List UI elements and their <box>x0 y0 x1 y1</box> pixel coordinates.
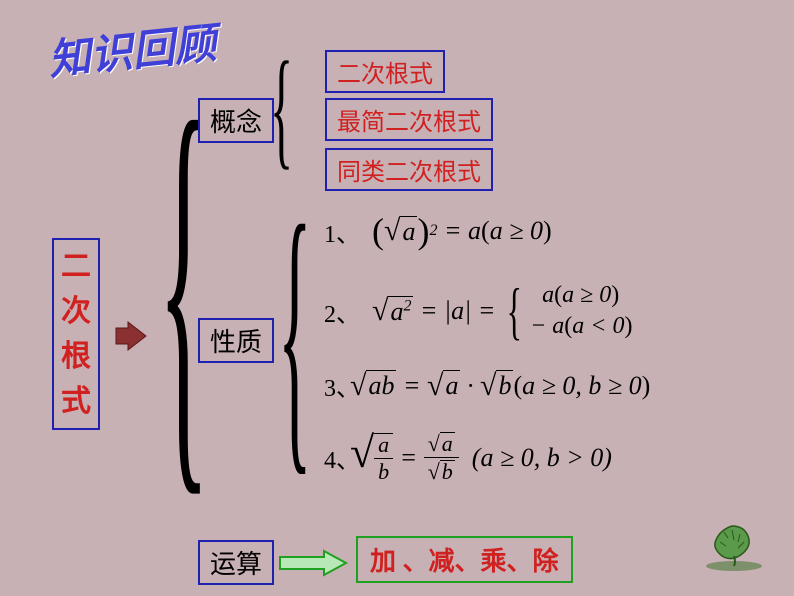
formula-4: 4、 √ a b = √a √b (a ≥ 0, b > 0) <box>324 432 612 483</box>
concept-label: 概念 <box>198 98 274 143</box>
concept-item-3: 同类二次根式 <box>325 148 493 191</box>
arrow-green-icon <box>278 548 350 578</box>
formula-4-num: 4、 <box>324 440 338 475</box>
topic-box: 二 次 根 式 <box>52 238 100 430</box>
concept-item-1: 二次根式 <box>325 50 445 93</box>
formula-2-num: 2、 <box>324 294 360 329</box>
formula-1: 1、 ( √a )2 = a (a ≥ 0) <box>324 210 552 252</box>
topic-char-2: 次 <box>61 289 91 334</box>
operations-box: 加 、减、乘、除 <box>356 536 573 583</box>
formula-3-num: 3、 <box>324 368 338 403</box>
concept-item-2: 最简二次根式 <box>325 98 493 141</box>
property-label: 性质 <box>198 318 274 363</box>
arrow-right-icon <box>112 318 152 354</box>
property-brace-icon: { <box>278 181 312 483</box>
leaf-icon <box>702 518 766 576</box>
formula-1-num: 1、 <box>324 214 360 249</box>
topic-char-4: 式 <box>61 379 91 424</box>
operation-label: 运算 <box>198 540 274 585</box>
topic-char-1: 二 <box>61 244 91 289</box>
formula-2: 2、 √a2 = |a| = { a(a ≥ 0) − a(a < 0) <box>324 280 632 342</box>
topic-char-3: 根 <box>61 334 91 379</box>
formula-3: 3、 √ab = √a · √b (a ≥ 0, b ≥ 0) <box>324 368 650 403</box>
